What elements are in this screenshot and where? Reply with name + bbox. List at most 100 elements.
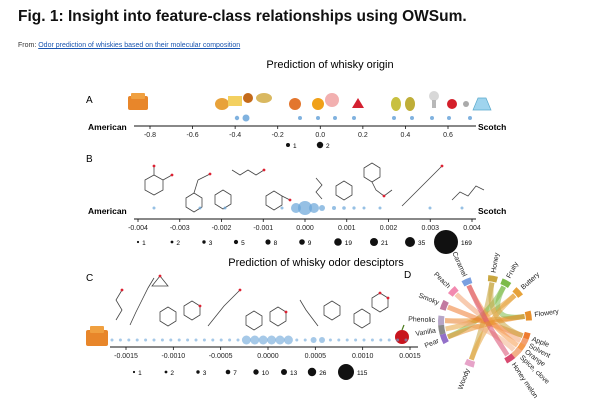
panel-c-legend-text: 1 bbox=[138, 370, 142, 377]
panel-b-legend-dot bbox=[202, 240, 206, 244]
panel-c-point bbox=[275, 335, 285, 345]
panel-c-tick-label: 0.0000 bbox=[257, 353, 279, 360]
panel-b-tick-label: 0.002 bbox=[380, 225, 398, 232]
panel-c-point bbox=[110, 338, 114, 342]
panel-c-point bbox=[337, 338, 341, 342]
panel-a-title: Prediction of whisky origin bbox=[266, 59, 393, 71]
panel-c-tick-label: -0.0015 bbox=[114, 353, 138, 360]
odor-molecule-heteroatoms bbox=[120, 274, 390, 314]
panel-b-tick-label: -0.001 bbox=[253, 225, 273, 232]
chord-label: Woody bbox=[458, 367, 472, 390]
panel-c-tick-label: 0.0010 bbox=[352, 353, 374, 360]
panel-c-point bbox=[310, 337, 317, 343]
panel-b-point bbox=[362, 206, 366, 210]
panel-a-tick-label: 0.2 bbox=[358, 132, 368, 139]
panel-c-legend-dot bbox=[281, 369, 287, 375]
panel-a-point bbox=[468, 116, 472, 120]
panel-c-point bbox=[127, 338, 131, 342]
smoke-icon bbox=[352, 98, 364, 108]
panel-b-legend-dot bbox=[136, 240, 140, 244]
chord-label: Vanilla bbox=[415, 328, 437, 338]
panel-b-point bbox=[332, 206, 336, 210]
chord-arc bbox=[464, 358, 476, 368]
chord-label: Fruity bbox=[506, 260, 521, 279]
panel-b-right-label: Scotch bbox=[478, 206, 506, 216]
panel-b-point bbox=[280, 206, 284, 210]
odor-molecule-structures bbox=[115, 275, 389, 331]
pear-apple-icon bbox=[391, 91, 469, 111]
panel-a-tick-label: -0.4 bbox=[229, 132, 241, 139]
chord-arc bbox=[461, 277, 473, 287]
panel-c-tick-label: 0.0005 bbox=[305, 353, 327, 360]
panel-c-tick-label: -0.0005 bbox=[209, 353, 233, 360]
panel-a-legend-dot bbox=[286, 143, 290, 147]
figure-title: Fig. 1: Insight into feature-class relat… bbox=[18, 8, 467, 25]
chord-label: Peach bbox=[432, 271, 451, 290]
panel-c-point bbox=[236, 338, 240, 342]
peach-icon bbox=[289, 93, 339, 110]
chord-arc bbox=[439, 333, 449, 345]
panel-c-point bbox=[328, 338, 332, 342]
chord-arc bbox=[439, 299, 449, 311]
panel-c-legend-text: 2 bbox=[170, 370, 174, 377]
panel-c-point bbox=[303, 338, 307, 342]
panel-a-point bbox=[234, 115, 240, 121]
panel-c-point bbox=[283, 335, 293, 345]
panel-b-legend-text: 8 bbox=[274, 240, 278, 247]
panel-c-point bbox=[135, 338, 139, 342]
panel-a-point bbox=[333, 116, 337, 120]
panel-b-left-label: American bbox=[88, 206, 127, 216]
panel-c-point bbox=[370, 338, 374, 342]
chord-ribbon bbox=[444, 318, 516, 352]
figure-source: From: Odor prediction of whiskies based … bbox=[18, 42, 240, 49]
panel-c-legend-text: 13 bbox=[290, 370, 298, 377]
panel-c-legend-dot bbox=[225, 369, 231, 375]
panel-c-legend-text: 26 bbox=[319, 370, 327, 377]
panel-b-legend-text: 3 bbox=[209, 240, 213, 247]
panel-c-legend-dot bbox=[164, 370, 168, 374]
panel-b-legend-text: 169 bbox=[461, 240, 472, 247]
panel-a-tick-label: -0.8 bbox=[144, 132, 156, 139]
panel-c-point bbox=[295, 338, 299, 342]
panel-b-point bbox=[378, 206, 382, 210]
panel-a-point bbox=[298, 116, 302, 120]
panel-b-tick-label: 0.004 bbox=[463, 225, 481, 232]
panel-b-legend-dot bbox=[434, 230, 458, 254]
panel-c-point bbox=[177, 338, 181, 342]
chord-arc bbox=[524, 310, 532, 321]
source-prefix: From: bbox=[18, 42, 39, 49]
chord-label: Smoky bbox=[417, 292, 440, 307]
panel-b-point bbox=[198, 206, 202, 210]
panel-c-legend-dot bbox=[253, 369, 259, 375]
honey-icon bbox=[215, 93, 272, 110]
panel-b-legend-dot bbox=[299, 239, 305, 245]
panel-b-point bbox=[342, 206, 346, 210]
panel-b-tick-label: -0.002 bbox=[212, 225, 232, 232]
panel-b-legend-dot bbox=[334, 238, 342, 246]
panel-c-point bbox=[160, 338, 164, 342]
panel-b-label: B bbox=[86, 154, 93, 165]
panel-c-tick-label: -0.0010 bbox=[161, 353, 185, 360]
panel-a-label: A bbox=[86, 95, 93, 106]
panel-b-tick-label: -0.003 bbox=[170, 225, 190, 232]
panel-b-tick-label: 0.003 bbox=[421, 225, 439, 232]
panel-c-legend-text: 115 bbox=[357, 370, 368, 377]
chord-ribbon bbox=[466, 284, 510, 357]
molecule-structures bbox=[144, 162, 485, 213]
panel-c-point bbox=[354, 338, 358, 342]
panel-a-point bbox=[430, 116, 434, 120]
source-link[interactable]: Odor prediction of whiskies based on the… bbox=[38, 42, 241, 49]
panel-b-legend-text: 1 bbox=[142, 240, 146, 247]
panel-c-legend-dot bbox=[132, 370, 136, 374]
panel-a-legend-dot bbox=[316, 141, 324, 149]
panel-c-point bbox=[267, 335, 277, 345]
panel-b-point bbox=[152, 206, 156, 210]
panel-a-tick-label: 0.6 bbox=[443, 132, 453, 139]
panel-c-legend-text: 10 bbox=[262, 370, 270, 377]
panel-a-point bbox=[392, 116, 396, 120]
chord-label: Phenolic bbox=[408, 316, 436, 324]
panel-b-legend-dot bbox=[405, 237, 415, 247]
panel-c-point bbox=[202, 338, 206, 342]
panel-a-tick-label: -0.6 bbox=[187, 132, 199, 139]
